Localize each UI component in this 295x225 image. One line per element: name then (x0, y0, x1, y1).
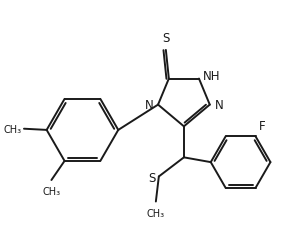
Text: S: S (148, 171, 155, 184)
Text: F: F (258, 119, 265, 132)
Text: CH₃: CH₃ (4, 124, 22, 134)
Text: N: N (145, 99, 153, 112)
Text: N: N (214, 99, 223, 112)
Text: NH: NH (203, 70, 221, 83)
Text: CH₃: CH₃ (147, 208, 165, 218)
Text: S: S (162, 32, 170, 45)
Text: CH₃: CH₃ (42, 186, 60, 196)
